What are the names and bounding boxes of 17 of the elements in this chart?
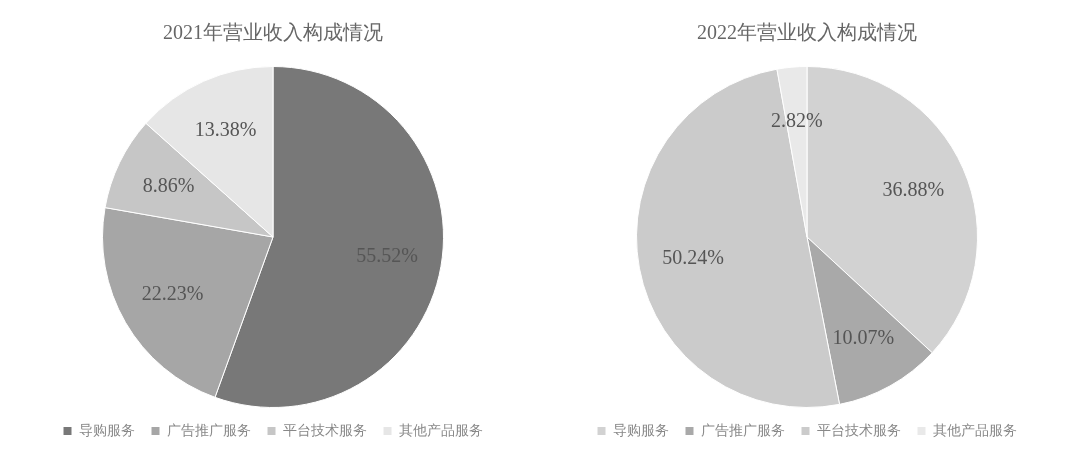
legend-label: 平台技术服务 bbox=[817, 422, 901, 438]
chart-title: 2021年营业收入构成情况 bbox=[163, 21, 383, 44]
data-label: 22.23% bbox=[141, 282, 204, 305]
data-label: 36.88% bbox=[882, 177, 945, 200]
data-label: 50.24% bbox=[662, 245, 724, 268]
legend-label: 其他产品服务 bbox=[933, 422, 1017, 438]
legend-label: 广告推广服务 bbox=[167, 422, 251, 438]
data-label: 13.38% bbox=[194, 118, 257, 141]
legend-label: 其他产品服务 bbox=[399, 422, 483, 438]
legend-label: 平台技术服务 bbox=[283, 422, 367, 438]
legend-label: 导购服务 bbox=[613, 422, 669, 438]
data-label: 2.82% bbox=[770, 108, 823, 131]
chart-title: 2022年营业收入构成情况 bbox=[697, 21, 917, 44]
data-label: 8.86% bbox=[142, 173, 195, 196]
data-label: 10.07% bbox=[832, 325, 895, 348]
legend-label: 广告推广服务 bbox=[701, 422, 785, 438]
legend-label: 导购服务 bbox=[79, 422, 135, 438]
